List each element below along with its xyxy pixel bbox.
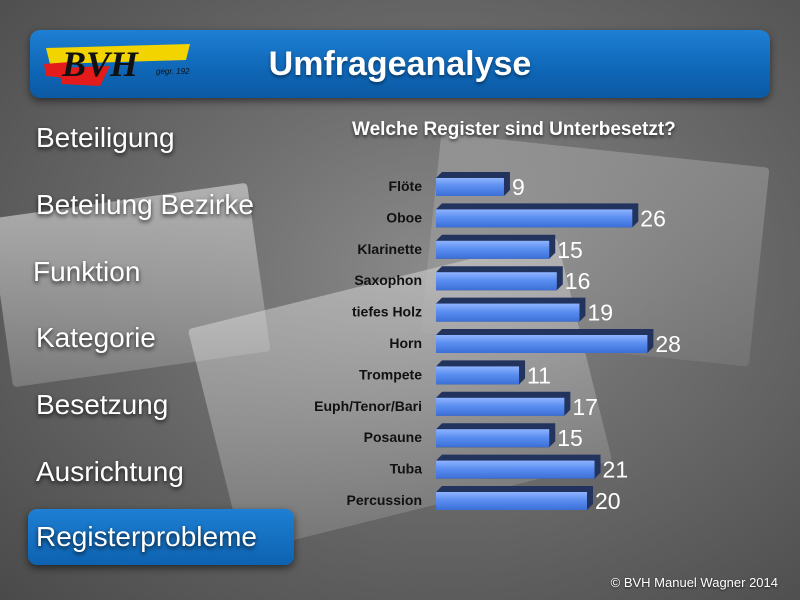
category-label: Flöte <box>389 178 423 194</box>
nav-item-beteiligung[interactable]: Beteiligung <box>36 122 175 153</box>
category-label: Euph/Tenor/Bari <box>314 398 422 414</box>
data-label: 15 <box>557 237 583 263</box>
bar <box>436 335 648 353</box>
logo-subtext: gegr. 1920 <box>156 67 190 76</box>
category-label: Klarinette <box>357 241 422 257</box>
category-label: Trompete <box>359 366 422 382</box>
nav-item-registerprobleme[interactable]: Registerprobleme <box>36 521 257 552</box>
nav-item-beteilung-bezirke[interactable]: Beteilung Bezirke <box>36 189 254 220</box>
bar <box>436 240 550 259</box>
data-label: 21 <box>603 457 629 483</box>
bar <box>436 397 565 416</box>
nav-active-highlight <box>28 509 294 565</box>
header-bar: BVH gegr. 1920 <box>30 30 770 98</box>
category-label: Tuba <box>390 461 423 477</box>
category-label: Posaune <box>364 429 423 445</box>
data-label: 15 <box>557 425 583 451</box>
category-label: Saxophon <box>354 272 422 288</box>
bar <box>436 303 580 322</box>
logo-text: BVH <box>61 44 139 84</box>
category-label: Horn <box>389 335 422 351</box>
data-label: 19 <box>587 300 613 326</box>
bvh-logo: BVH gegr. 1920 <box>44 44 190 86</box>
data-label: 11 <box>527 362 551 388</box>
category-label: tiefes Holz <box>352 304 422 320</box>
category-label: Oboe <box>386 209 422 225</box>
bar <box>436 272 557 291</box>
bar <box>436 492 587 510</box>
bar <box>436 366 520 385</box>
bar <box>436 209 633 228</box>
nav-item-ausrichtung[interactable]: Ausrichtung <box>36 456 184 487</box>
nav-item-besetzung[interactable]: Besetzung <box>36 389 169 420</box>
data-label: 20 <box>595 488 621 514</box>
data-label: 17 <box>572 394 598 420</box>
category-label: Percussion <box>347 492 422 508</box>
data-label: 26 <box>640 205 666 231</box>
copyright-text: © BVH Manuel Wagner 2014 <box>610 575 778 590</box>
bar <box>436 460 595 479</box>
bar <box>436 429 550 448</box>
bar <box>436 178 504 196</box>
data-label: 9 <box>512 174 525 200</box>
chart-title: Welche Register sind Unterbesetzt? <box>352 119 676 140</box>
nav-item-kategorie[interactable]: Kategorie <box>36 322 156 353</box>
data-label: 16 <box>565 268 591 294</box>
data-label: 28 <box>655 331 681 357</box>
nav-item-funktion[interactable]: Funktion <box>33 256 141 287</box>
